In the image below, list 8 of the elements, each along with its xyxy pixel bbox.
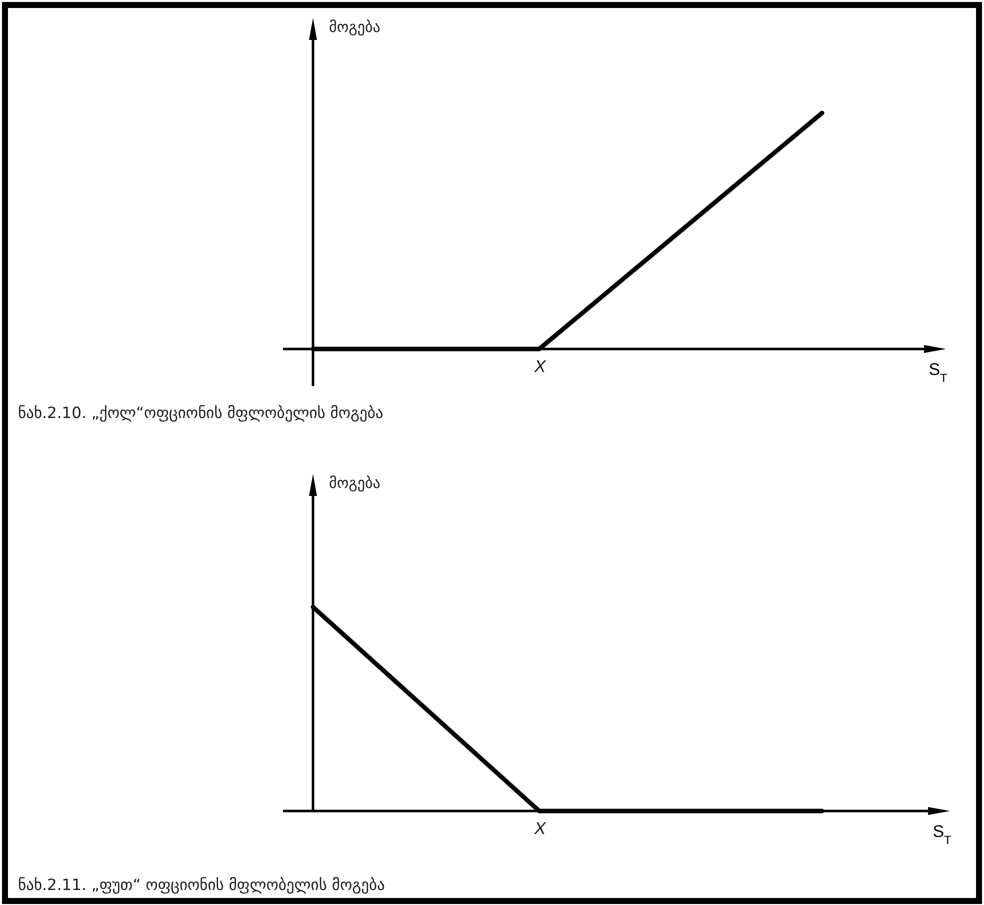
y-axis-title: მოგება	[329, 474, 380, 492]
text: X	[533, 357, 546, 376]
x-axis-title: S$_{T}$	[932, 822, 952, 847]
text: ნახ.2.10. „ქოლ“ოფციონის მფლობელის მოგება	[18, 404, 384, 422]
text: X	[533, 819, 546, 838]
text: ნახ.2.11. „ფუთ“ ოფციონის მფლობელის მოგება	[18, 876, 386, 894]
y-axis-title: მოგება	[329, 18, 380, 36]
x-axis-title: S$_{T}$	[928, 360, 948, 385]
